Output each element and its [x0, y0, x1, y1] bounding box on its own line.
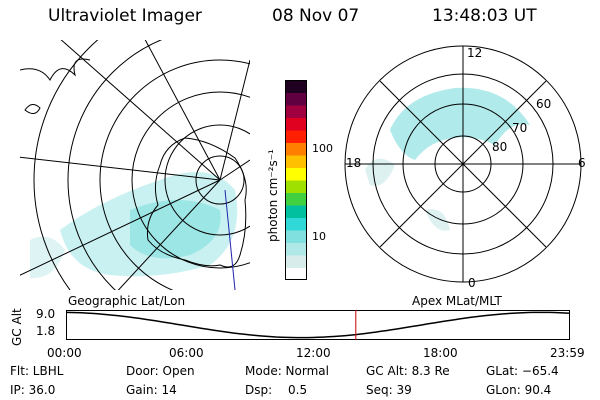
time-tick-0: 00:00: [47, 346, 82, 360]
mlat-label-60: 60: [536, 97, 552, 111]
colorbar-segment: [285, 155, 307, 168]
time-tick-1: 06:00: [169, 346, 204, 360]
date-label: 08 Nov 07: [272, 6, 360, 26]
antarctica-coastline: [147, 137, 247, 268]
status-glat: GLat: −65.4: [486, 364, 559, 378]
time-tick-2: 12:00: [296, 346, 331, 360]
polar-aurora: [390, 87, 530, 160]
polar-caption: Apex MLat/MLT: [412, 294, 502, 308]
colorbar-segment: [285, 142, 307, 156]
mlat-label-80: 80: [492, 140, 508, 154]
status-flt: Flt: LBHL: [10, 364, 64, 378]
colorbar-segment: [285, 267, 307, 280]
time-tick-4: 23:59: [550, 346, 585, 360]
status-glon: GLon: 90.4: [486, 383, 552, 397]
colorbar-segment: [285, 105, 307, 118]
colorbar-segment: [285, 117, 307, 131]
colorbar-segment: [285, 92, 307, 106]
mlt-label-0: 0: [468, 276, 476, 290]
colorbar-title: photon cm⁻²s⁻¹: [266, 149, 280, 242]
colorbar-segment: [285, 217, 307, 231]
instrument-title: Ultraviolet Imager: [48, 6, 202, 26]
altitude-axis-label: GC Alt: [10, 308, 24, 346]
mlt-label-6: 6: [578, 156, 586, 170]
mlt-label-18: 18: [346, 156, 362, 170]
colorbar: [285, 80, 307, 280]
status-dsp-value: 0.5: [288, 383, 308, 397]
colorbar-segment: [285, 255, 307, 268]
altitude-plot: [66, 310, 570, 340]
status-gc-alt: GC Alt: 8.3 Re: [366, 364, 450, 378]
colorbar-segment: [285, 80, 307, 93]
status-ip: IP: 36.0: [10, 383, 56, 397]
mlt-label-12: 12: [467, 46, 483, 60]
status-door: Door: Open: [126, 364, 195, 378]
altitude-tick-min: 1.8: [36, 324, 56, 338]
colorbar-segment: [285, 242, 307, 256]
colorbar-segment: [285, 230, 307, 243]
status-gain: Gain: 14: [126, 383, 177, 397]
mlat-label-70: 70: [512, 121, 528, 135]
time-label: 13:48:03 UT: [432, 6, 537, 26]
time-tick-3: 18:00: [423, 346, 458, 360]
colorbar-tick-100: 100: [312, 142, 333, 155]
colorbar-tick-10: 10: [312, 230, 326, 243]
geographic-map: [20, 40, 250, 290]
status-mode: Mode: Normal: [245, 364, 329, 378]
geo-map-caption: Geographic Lat/Lon: [68, 294, 186, 308]
colorbar-segment: [285, 167, 307, 181]
colorbar-segment: [285, 130, 307, 143]
status-dsp-label: Dsp:: [245, 383, 273, 397]
colorbar-segment: [285, 192, 307, 206]
colorbar-segment: [285, 180, 307, 193]
colorbar-segment: [285, 205, 307, 218]
status-seq: Seq: 39: [366, 383, 412, 397]
altitude-tick-max: 9.0: [36, 307, 56, 321]
polar-plot: [344, 45, 582, 283]
